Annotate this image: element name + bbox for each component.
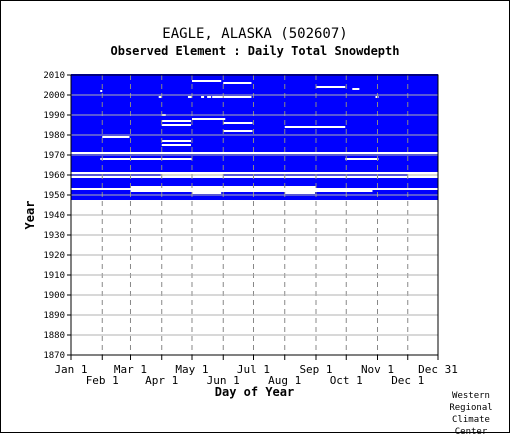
- y-tick-label: 1900: [43, 291, 65, 301]
- x-axis-label: Day of Year: [215, 385, 294, 399]
- missing-segment: [316, 86, 346, 88]
- data-block: [71, 154, 438, 158]
- x-tick-label: Mar 1: [114, 363, 147, 376]
- y-tick-label: 1960: [43, 171, 65, 181]
- chart-title: EAGLE, ALASKA (502607): [162, 26, 348, 42]
- data-block: [71, 164, 438, 172]
- y-tick-label: 1930: [43, 231, 65, 241]
- missing-segment: [161, 140, 191, 142]
- missing-segment: [71, 176, 438, 178]
- missing-segment: [158, 96, 162, 98]
- y-tick-label: 1890: [43, 311, 65, 321]
- missing-segment: [101, 158, 130, 160]
- x-tick-label: Jul 1: [237, 363, 270, 376]
- x-tick-label: Dec 31: [418, 363, 458, 376]
- y-tick-label: 1910: [43, 271, 65, 281]
- missing-segment: [223, 130, 253, 132]
- missing-segment: [187, 96, 192, 98]
- data-segment: [372, 190, 438, 192]
- data-segment: [316, 186, 438, 188]
- y-tick-label: 1880: [43, 331, 65, 341]
- x-tick-label: Nov 1: [361, 363, 394, 376]
- missing-segment: [100, 90, 103, 92]
- missing-segment: [346, 158, 378, 160]
- data-block: [71, 74, 438, 152]
- data-block: [71, 160, 438, 164]
- missing-segment: [71, 172, 438, 174]
- data-segment: [71, 158, 101, 160]
- x-tick-label: Oct 1: [330, 374, 363, 387]
- x-tick-label: Apr 1: [145, 374, 178, 387]
- missing-segment: [161, 120, 191, 122]
- missing-segment: [191, 118, 226, 120]
- y-axis-label: Year: [23, 201, 37, 230]
- missing-segment: [316, 126, 346, 128]
- x-tick-label: Aug 1: [268, 374, 301, 387]
- missing-segment: [201, 96, 205, 98]
- missing-segment: [161, 144, 191, 146]
- y-tick-label: 1940: [43, 211, 65, 221]
- x-tick-label: Jan 1: [54, 363, 87, 376]
- chart-subtitle: Observed Element : Daily Total Snowdepth: [110, 44, 400, 58]
- missing-segment: [191, 192, 222, 194]
- data-segment: [191, 158, 346, 160]
- data-segment: [71, 190, 131, 192]
- data-segment: [378, 158, 438, 160]
- y-tick-label: 1870: [43, 351, 65, 361]
- missing-segment: [284, 126, 317, 128]
- missing-segment: [71, 188, 438, 190]
- x-tick-label: Jun 1: [207, 374, 240, 387]
- y-tick-label: 2000: [43, 91, 65, 101]
- y-tick-label: 1980: [43, 131, 65, 141]
- missing-segment: [102, 136, 130, 138]
- x-tick-label: Feb 1: [86, 374, 119, 387]
- missing-segment: [375, 96, 379, 98]
- x-tick-label: Sep 1: [299, 363, 332, 376]
- y-tick-label: 1990: [43, 111, 65, 121]
- y-tick-label: 1950: [43, 191, 65, 201]
- missing-segment: [212, 96, 252, 98]
- missing-segment: [223, 190, 253, 192]
- data-block: [71, 192, 438, 200]
- missing-segment: [352, 88, 360, 90]
- missing-segment: [191, 80, 222, 82]
- y-tick-label: 2010: [43, 71, 65, 81]
- missing-segment: [207, 96, 212, 98]
- missing-segment: [161, 124, 191, 126]
- x-tick-label: Dec 1: [391, 374, 424, 387]
- y-tick-label: 1920: [43, 251, 65, 261]
- y-tick-label: 1970: [43, 151, 65, 161]
- data-segment: [71, 186, 131, 188]
- missing-segment: [223, 122, 253, 124]
- credit-label: Western Regional Climate Center: [449, 391, 493, 437]
- missing-segment: [223, 82, 252, 84]
- missing-segment: [284, 192, 315, 194]
- x-tick-label: May 1: [175, 363, 208, 376]
- data-block: [71, 178, 438, 186]
